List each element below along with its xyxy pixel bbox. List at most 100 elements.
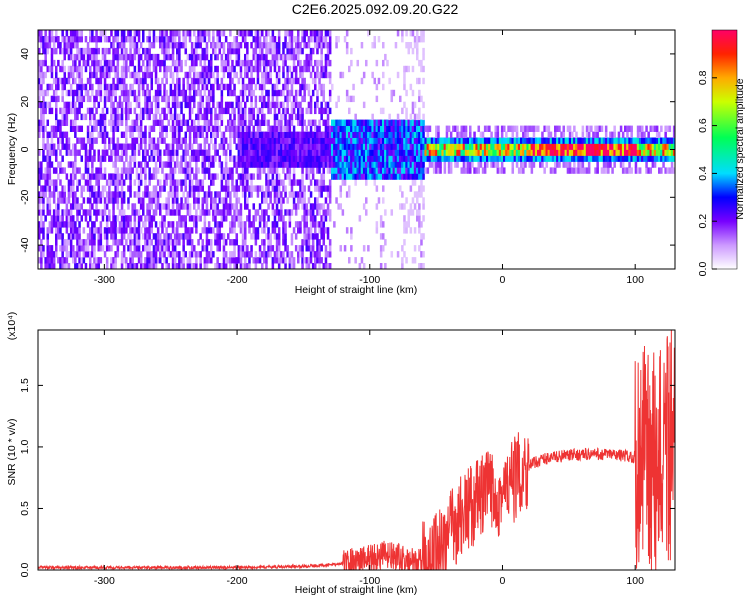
spectrogram-cell	[375, 161, 379, 168]
spectrogram-cell	[122, 131, 126, 138]
spectrogram-cell	[604, 143, 608, 150]
spectrogram-cell	[305, 245, 309, 252]
spectrogram-cell	[350, 59, 353, 67]
spectrogram-cell	[195, 149, 198, 156]
spectrogram-cell	[93, 59, 96, 67]
spectrogram-cell	[139, 227, 143, 234]
spectrogram-cell	[483, 155, 487, 162]
spectrogram-cell	[524, 161, 527, 168]
spectrogram-cell	[50, 131, 54, 138]
spectrogram-cell	[235, 155, 239, 162]
spectrogram-cell	[324, 161, 328, 168]
spectrogram-cell	[373, 179, 377, 186]
spectrogram-cell	[122, 215, 126, 222]
spectrogram-cell	[437, 161, 440, 168]
spectrogram-cell	[125, 239, 128, 246]
spectrogram-cell	[69, 209, 73, 216]
spectrogram-cell	[256, 131, 260, 138]
spectrogram-cell	[318, 125, 321, 132]
spectrogram-cell	[146, 251, 149, 258]
spectrogram-cell	[392, 155, 396, 162]
spectrogram-cell	[235, 257, 239, 264]
spectrogram-cell	[220, 83, 224, 91]
spectrogram-cell	[515, 143, 519, 150]
spectrogram-cell	[396, 137, 400, 144]
spectrogram-cell	[52, 221, 56, 228]
spectrogram-cell	[277, 197, 281, 204]
spectrogram-cell	[216, 77, 219, 85]
spectrogram-cell	[469, 143, 472, 150]
spectrogram-cell	[611, 143, 614, 150]
spectrogram-cell	[173, 42, 177, 49]
spectrogram-cell	[367, 131, 370, 138]
spectrogram-cell	[358, 143, 362, 150]
spectrogram-cell	[57, 119, 60, 126]
spectrogram-cell	[382, 245, 385, 252]
spectrogram-cell	[377, 161, 381, 168]
spectrogram-cell	[144, 179, 147, 186]
spectrogram-cell	[297, 155, 300, 162]
spectrogram-cell	[360, 42, 364, 49]
spectrogram-cell	[91, 245, 94, 252]
spectrogram-cell	[443, 155, 447, 162]
spectrogram-cell	[50, 245, 54, 252]
spectrogram-cell	[74, 167, 77, 174]
spectrogram-cell	[159, 42, 162, 49]
spectrogram-cell	[95, 263, 98, 269]
spectrogram-cell	[311, 143, 315, 150]
spectrogram-cell	[263, 119, 266, 126]
spectrogram-cell	[180, 65, 183, 73]
spectrogram-cell	[609, 149, 612, 156]
spectrogram-cell	[205, 167, 209, 174]
spectrogram-cell	[89, 191, 92, 198]
spectrogram-cell	[626, 131, 629, 138]
spectrogram-cell	[154, 245, 158, 252]
spectrogram-cell	[384, 263, 387, 269]
spectrogram-cell	[224, 65, 228, 73]
spectrogram-cell	[135, 119, 139, 126]
spectrogram-cell	[305, 59, 309, 67]
spectrogram-cell	[212, 131, 215, 138]
spectrogram-cell	[305, 173, 309, 180]
spectrogram-cell	[271, 203, 275, 210]
spectrogram-cell	[116, 42, 120, 49]
spectrogram-cell	[148, 137, 151, 144]
spectrogram-cell	[72, 197, 75, 204]
spectrogram-cell	[169, 221, 173, 228]
spectrogram-cell	[125, 95, 128, 103]
spectrogram-cell	[44, 263, 47, 269]
spectrogram-cell	[50, 215, 54, 222]
spectrogram-cell	[280, 155, 283, 162]
spectrogram-cell	[193, 173, 196, 180]
spectrogram-cell	[547, 125, 551, 132]
spectrogram-cell	[377, 131, 381, 138]
spectrogram-cell	[195, 89, 198, 97]
spectrogram-cell	[120, 53, 124, 61]
spectrogram-cell	[267, 203, 270, 210]
spectrogram-cell	[309, 221, 313, 228]
spectrogram-cell	[320, 131, 323, 138]
spectrogram-cell	[530, 137, 534, 144]
spectrogram-cell	[46, 143, 50, 150]
spectrogram-cell	[284, 59, 287, 67]
spectrogram-cell	[144, 89, 147, 97]
spectrogram-cell	[311, 161, 315, 168]
spectrogram-cell	[89, 53, 92, 61]
spectrogram-cell	[254, 47, 258, 55]
spectrogram-cell	[239, 203, 243, 210]
spectrogram-cell	[137, 173, 141, 180]
spectrogram-cell	[241, 89, 245, 97]
spectrogram-cell	[210, 95, 213, 103]
spectrogram-cell	[99, 119, 103, 126]
spectrogram-cell	[241, 95, 245, 103]
spectrogram-cell	[613, 161, 616, 168]
spectrogram-cell	[171, 30, 175, 37]
spectrogram-cell	[144, 137, 147, 144]
spectrogram-cell	[301, 257, 304, 264]
spectrogram-cell	[256, 59, 260, 67]
spectrogram-cell	[197, 77, 200, 85]
spectrogram-cell	[235, 71, 239, 79]
spectrogram-cell	[120, 131, 124, 138]
spectrogram-cell	[511, 137, 515, 144]
spectrogram-cell	[120, 221, 124, 228]
